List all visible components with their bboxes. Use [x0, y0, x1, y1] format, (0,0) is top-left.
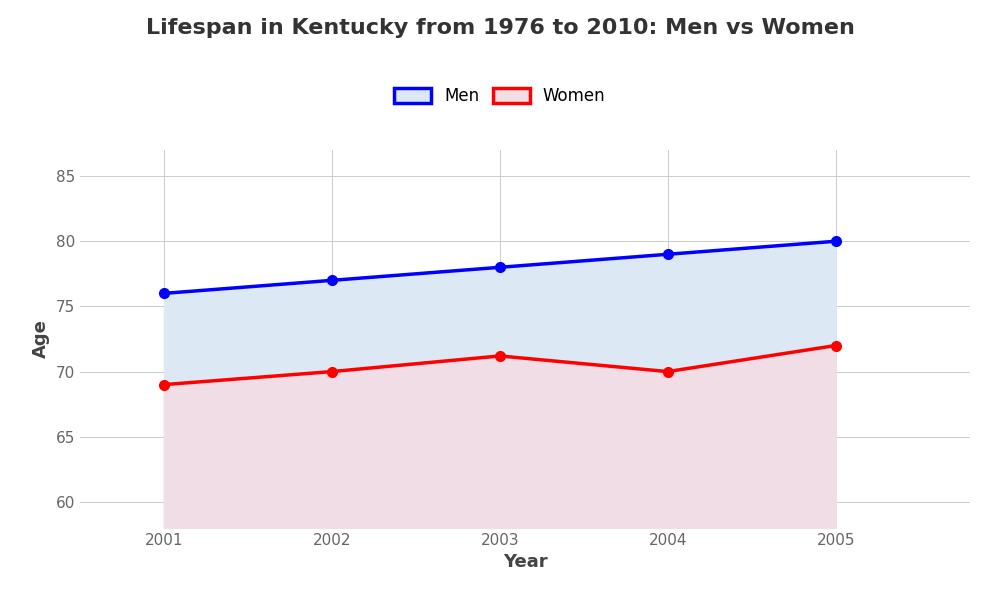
Text: Lifespan in Kentucky from 1976 to 2010: Men vs Women: Lifespan in Kentucky from 1976 to 2010: … — [146, 18, 854, 38]
X-axis label: Year: Year — [503, 553, 547, 571]
Y-axis label: Age: Age — [32, 320, 50, 358]
Legend: Men, Women: Men, Women — [388, 80, 612, 112]
